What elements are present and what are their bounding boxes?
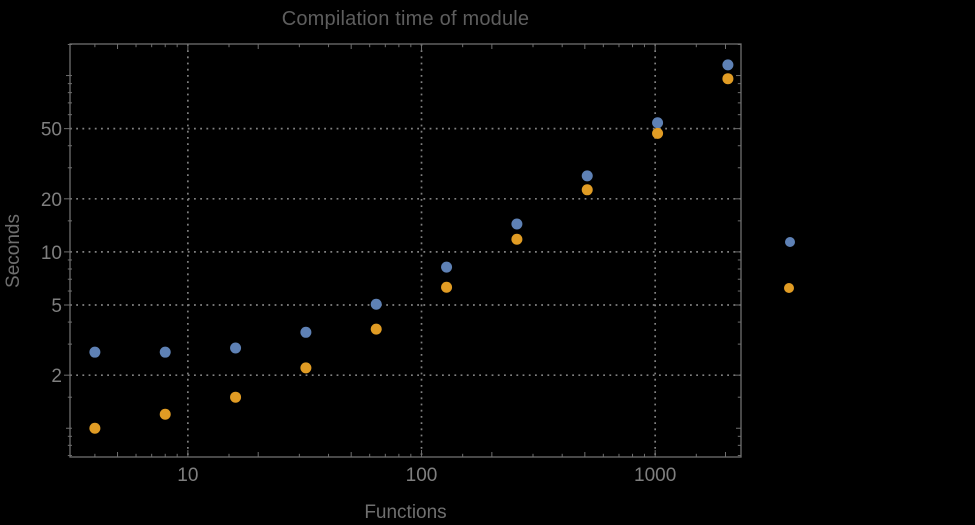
data-point-series-2-orange bbox=[230, 391, 242, 403]
data-point-series-1-blue bbox=[159, 346, 171, 358]
data-point-series-1-blue bbox=[300, 326, 312, 338]
x-tick-label: 10 bbox=[177, 465, 198, 486]
data-point-series-2-orange bbox=[370, 323, 382, 335]
y-tick-label: 20 bbox=[41, 190, 62, 211]
data-point-series-1-blue bbox=[652, 117, 664, 129]
data-point-series-2-orange bbox=[652, 127, 664, 139]
plot-frame bbox=[69, 43, 742, 458]
legend-marker-series-1-blue bbox=[785, 237, 795, 247]
x-axis-label: Functions bbox=[364, 502, 447, 523]
y-tick-label: 10 bbox=[41, 243, 62, 264]
data-point-series-1-blue bbox=[581, 170, 593, 182]
y-tick-label: 50 bbox=[41, 120, 62, 141]
y-tick-label: 5 bbox=[51, 296, 62, 317]
x-tick-label: 1000 bbox=[634, 465, 676, 486]
data-point-series-2-orange bbox=[159, 408, 171, 420]
data-point-series-2-orange bbox=[89, 422, 101, 434]
x-tick-label: 100 bbox=[406, 465, 438, 486]
data-point-series-2-orange bbox=[722, 73, 734, 85]
data-point-series-1-blue bbox=[441, 261, 453, 273]
data-point-series-1-blue bbox=[722, 59, 734, 71]
y-axis-label: Seconds bbox=[3, 214, 24, 288]
data-point-series-1-blue bbox=[370, 298, 382, 310]
chart-title: Compilation time of module bbox=[281, 8, 530, 30]
data-point-series-1-blue bbox=[511, 218, 523, 230]
data-point-series-1-blue bbox=[89, 346, 101, 358]
data-point-series-2-orange bbox=[511, 233, 523, 245]
data-point-series-1-blue bbox=[230, 342, 242, 354]
legend-marker-series-2-orange bbox=[784, 283, 794, 293]
data-point-series-2-orange bbox=[441, 281, 453, 293]
data-point-series-2-orange bbox=[300, 362, 312, 374]
y-tick-label: 2 bbox=[51, 366, 62, 387]
data-point-series-2-orange bbox=[581, 184, 593, 196]
